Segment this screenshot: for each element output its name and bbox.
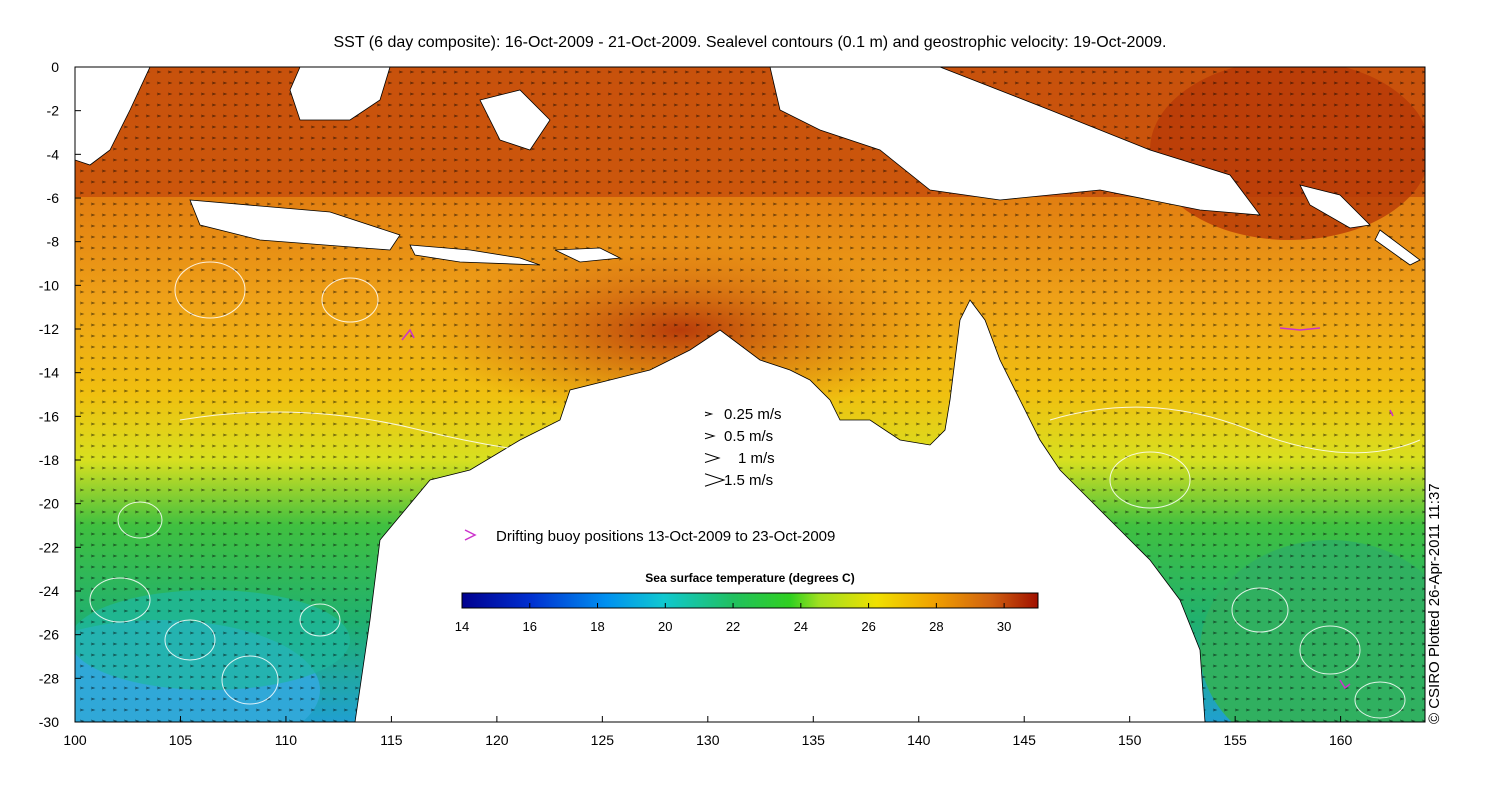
y-tick-label: -10 (39, 277, 59, 293)
y-tick-label: -20 (39, 496, 59, 512)
x-tick-label: 150 (1118, 732, 1142, 748)
colorbar-tick-label: 30 (997, 619, 1011, 634)
x-tick-label: 130 (696, 732, 720, 748)
x-tick-label: 140 (907, 732, 931, 748)
sea-level-contours (89, 261, 1421, 719)
velocity-legend-arrow (704, 453, 721, 463)
y-tick-label: -18 (39, 452, 59, 468)
y-tick-label: -30 (39, 714, 59, 730)
buoy-legend-label: Drifting buoy positions 13-Oct-2009 to 2… (496, 528, 835, 545)
y-tick-label: -14 (39, 365, 59, 381)
colorbar-tick-label: 22 (726, 619, 740, 634)
velocity-legend-arrow (704, 473, 726, 487)
x-tick-label: 155 (1223, 732, 1247, 748)
buoy-tracks (401, 327, 1394, 690)
x-tick-label: 120 (485, 732, 509, 748)
credit-label: © CSIRO Plotted 26-Apr-2011 11:37 (1426, 483, 1443, 724)
y-tick-label: -6 (47, 190, 60, 206)
colorbar-tick-label: 24 (794, 619, 808, 634)
velocity-legend: 0.25 m/s 0.5 m/s 1 m/s 1.5 m/s (704, 406, 782, 489)
x-tick-label: 160 (1329, 732, 1353, 748)
y-tick-label: 0 (51, 59, 59, 75)
colorbar: Sea surface temperature (degrees C) 14 16… (455, 571, 1039, 634)
buoy-legend-marker (464, 529, 477, 541)
x-tick-label: 125 (591, 732, 615, 748)
y-tick-label: -8 (47, 234, 60, 250)
plot-frame (74, 66, 1426, 723)
x-axis: 100 105 110 115 120 125 130 135 140 145 150 155 160 (63, 716, 1353, 748)
colorbar-gradient (461, 592, 1039, 609)
colorbar-title: Sea surface temperature (degrees C) (645, 571, 854, 585)
y-tick-label: -4 (47, 146, 60, 162)
velocity-legend-label: 0.25 m/s (724, 406, 782, 423)
velocity-legend-label: 0.5 m/s (724, 428, 773, 445)
velocity-legend-arrow (704, 411, 714, 417)
x-tick-label: 115 (380, 732, 403, 748)
sst-field (75, 67, 1425, 722)
y-axis: 0 -2 -4 -6 -8 -10 -12 -14 -16 -18 -20 -22 -24 -26 -28 -… (39, 59, 81, 730)
colorbar-tick-label: 18 (590, 619, 604, 634)
colorbar-ticks: 14 16 18 20 22 24 26 28 30 (455, 603, 1011, 634)
buoy-legend: Drifting buoy positions 13-Oct-2009 to 2… (464, 528, 835, 545)
velocity-legend-label: 1.5 m/s (724, 472, 773, 489)
y-tick-label: -26 (39, 627, 59, 643)
y-tick-label: -28 (39, 670, 59, 686)
y-tick-label: -24 (39, 583, 59, 599)
colorbar-tick-label: 14 (455, 619, 469, 634)
colorbar-tick-label: 26 (861, 619, 875, 634)
y-tick-label: -22 (39, 539, 59, 555)
colorbar-tick-label: 16 (523, 619, 537, 634)
land-masses (75, 67, 1421, 722)
map-title: SST (6 day composite): 16-Oct-2009 - 21-… (333, 34, 1167, 51)
y-tick-label: -16 (39, 408, 59, 424)
velocity-legend-label: 1 m/s (738, 450, 775, 467)
x-tick-label: 135 (802, 732, 826, 748)
y-tick-label: -2 (47, 103, 60, 119)
colorbar-tick-label: 28 (929, 619, 943, 634)
velocity-legend-arrow (704, 432, 716, 440)
y-tick-label: -12 (39, 321, 59, 337)
x-tick-label: 110 (275, 732, 298, 748)
x-tick-label: 145 (1013, 732, 1037, 748)
x-tick-label: 100 (63, 732, 87, 748)
x-tick-label: 105 (169, 732, 193, 748)
colorbar-tick-label: 20 (658, 619, 672, 634)
